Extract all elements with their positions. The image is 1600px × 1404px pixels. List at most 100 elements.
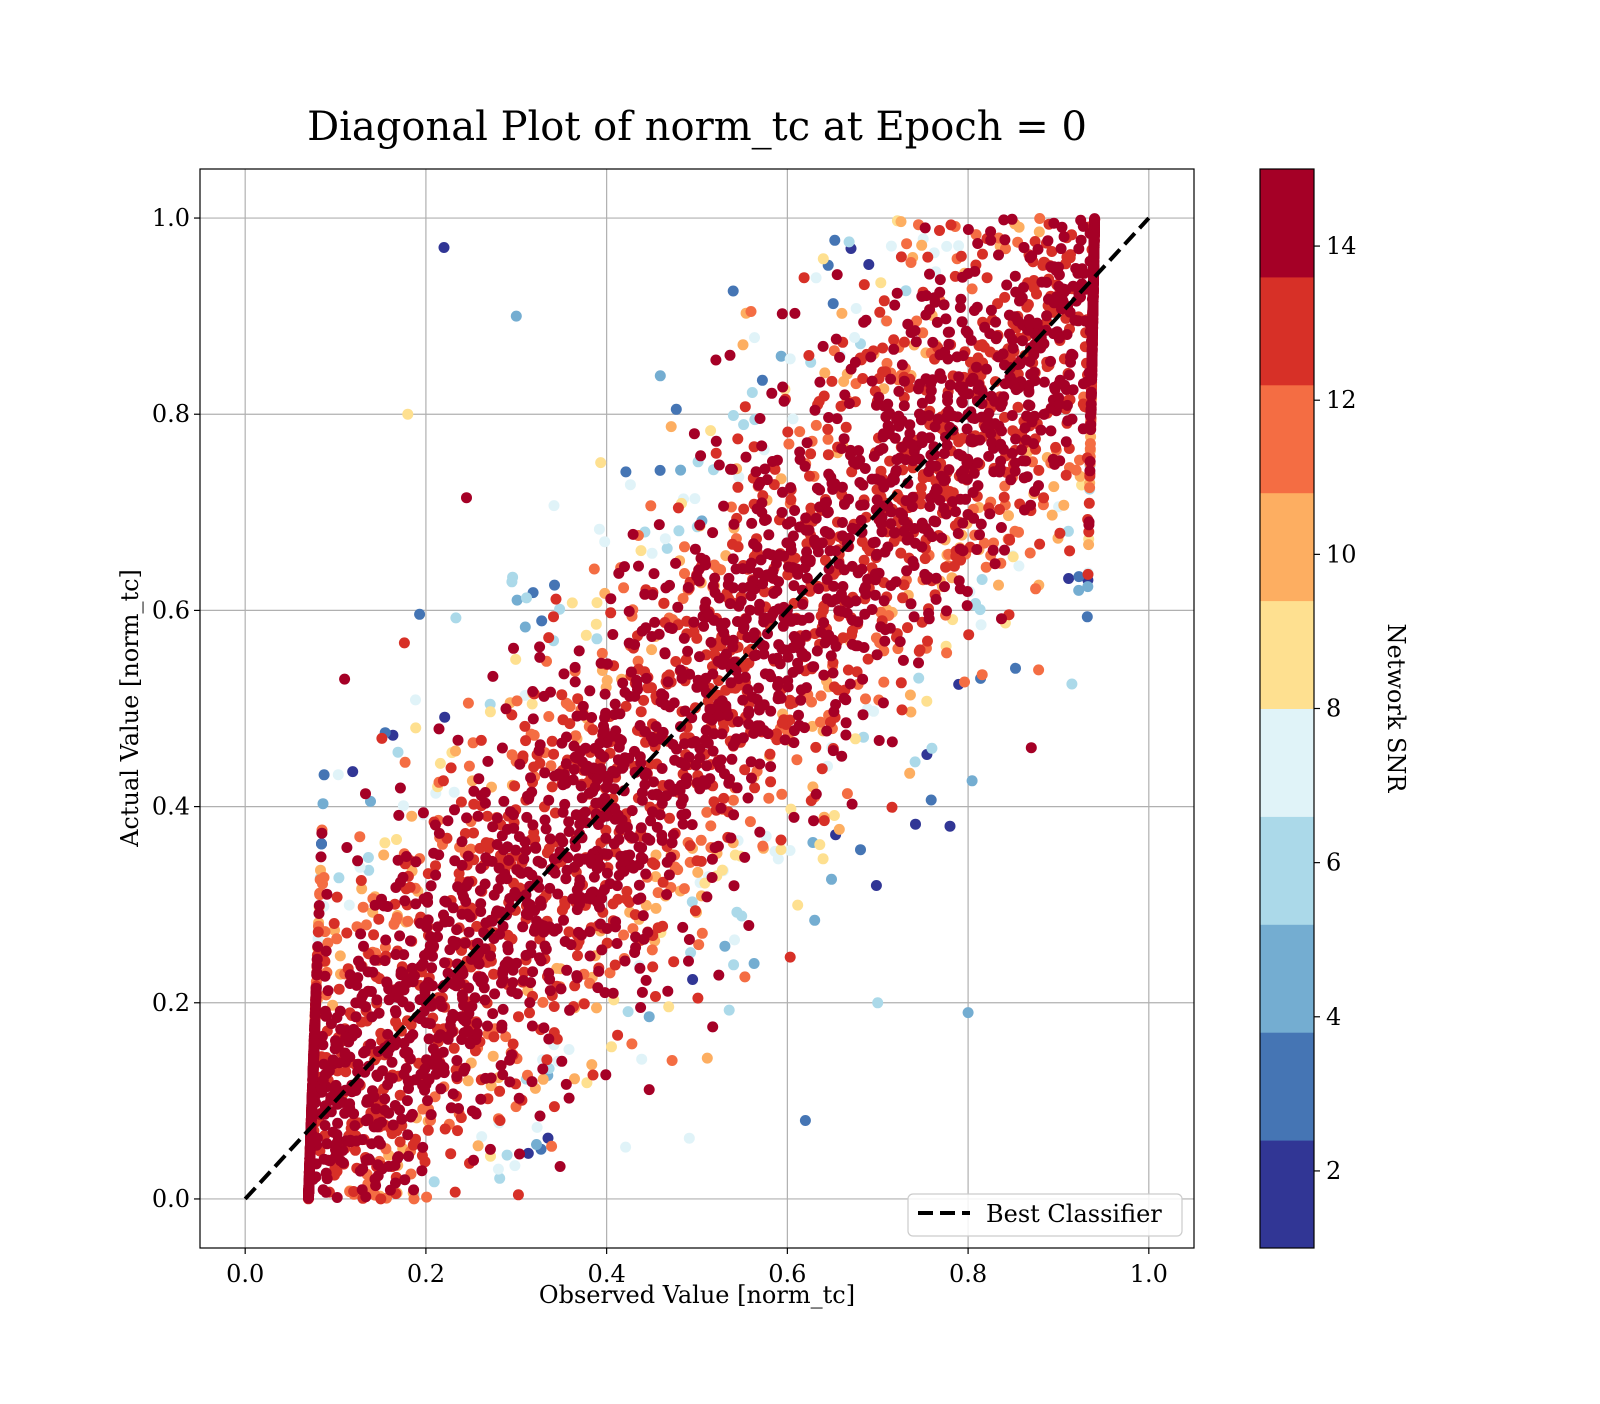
scatter-point	[1049, 381, 1061, 393]
legend: Best Classifier	[907, 1193, 1183, 1237]
scatter-point	[746, 772, 757, 784]
scatter-point	[306, 1093, 318, 1105]
scatter-point	[488, 968, 500, 980]
scatter-point	[398, 1037, 410, 1049]
scatter-point	[399, 895, 411, 907]
scatter-point	[475, 862, 487, 874]
scatter-point	[672, 864, 684, 876]
scatter-point	[1081, 611, 1093, 623]
scatter-point	[661, 889, 673, 900]
scatter-point	[354, 1165, 366, 1177]
scatter-point	[752, 567, 764, 579]
scatter-point	[303, 1173, 315, 1185]
scatter-point	[710, 435, 722, 447]
scatter-point	[843, 398, 855, 409]
scatter-point	[378, 849, 390, 861]
scatter-point	[631, 679, 643, 691]
scatter-point	[577, 700, 589, 712]
scatter-point	[1049, 294, 1061, 306]
scatter-point	[941, 240, 953, 252]
scatter-point	[514, 1148, 525, 1160]
scatter-point	[825, 650, 837, 662]
scatter-point	[360, 1001, 372, 1013]
scatter-point	[388, 918, 400, 930]
scatter-point	[884, 407, 896, 419]
scatter-point	[405, 935, 416, 947]
scatter-point	[680, 654, 692, 666]
scatter-point	[998, 491, 1010, 503]
scatter-point	[472, 972, 484, 984]
scatter-point	[355, 960, 367, 972]
scatter-point	[1048, 217, 1060, 229]
scatter-point	[534, 739, 546, 751]
scatter-point	[634, 962, 646, 974]
scatter-point	[544, 882, 556, 894]
scatter-point	[765, 776, 777, 788]
scatter-point	[571, 972, 583, 984]
scatter-point	[688, 428, 700, 440]
scatter-point	[923, 410, 935, 421]
scatter-point	[1053, 261, 1064, 273]
scatter-point	[1088, 263, 1100, 275]
scatter-point	[448, 786, 460, 798]
scatter-point	[907, 555, 919, 567]
scatter-point	[612, 1029, 624, 1041]
scatter-point	[700, 596, 712, 608]
scatter-point	[818, 815, 830, 827]
scatter-point	[487, 821, 499, 833]
scatter-point	[490, 907, 502, 919]
scatter-point	[519, 836, 531, 848]
scatter-point	[731, 782, 743, 794]
scatter-point	[499, 868, 511, 880]
scatter-point	[404, 881, 416, 893]
scatter-point	[351, 979, 363, 991]
scatter-point	[557, 714, 569, 726]
scatter-point	[846, 798, 858, 810]
scatter-point	[666, 1055, 678, 1066]
scatter-point	[636, 794, 648, 806]
scatter-point	[765, 761, 777, 773]
scatter-point	[510, 844, 522, 856]
scatter-point	[770, 557, 782, 569]
colorbar-tick-label: 2	[1326, 1157, 1341, 1185]
scatter-point	[543, 711, 555, 722]
scatter-point	[708, 728, 720, 740]
scatter-point	[1065, 249, 1076, 261]
colorbar-tick-label: 6	[1326, 849, 1341, 877]
scatter-point	[527, 713, 539, 725]
scatter-point	[680, 808, 692, 820]
scatter-point	[505, 806, 516, 818]
scatter-point	[548, 500, 560, 512]
scatter-point	[496, 1019, 508, 1031]
scatter-point	[939, 581, 950, 593]
scatter-point	[488, 1031, 500, 1043]
scatter-point	[645, 500, 657, 512]
colorbar-band	[1260, 169, 1314, 278]
scatter-point	[708, 796, 720, 808]
scatter-point	[962, 327, 974, 339]
scatter-point	[858, 554, 870, 566]
scatter-point	[783, 438, 795, 450]
scatter-point	[713, 969, 725, 981]
scatter-point	[450, 745, 461, 757]
scatter-point	[1024, 318, 1036, 330]
colorbar-band	[1260, 492, 1314, 602]
scatter-point	[912, 383, 924, 395]
scatter-point	[1020, 434, 1032, 446]
scatter-point	[560, 1078, 572, 1090]
scatter-point	[996, 425, 1007, 437]
scatter-point	[572, 693, 584, 705]
scatter-point	[810, 419, 822, 431]
scatter-point	[375, 1138, 386, 1150]
scatter-point	[564, 1004, 576, 1016]
scatter-point	[668, 697, 680, 709]
scatter-point	[451, 924, 463, 936]
scatter-point	[330, 1079, 342, 1091]
scatter-point	[1065, 356, 1076, 368]
scatter-point	[468, 785, 480, 797]
scatter-point	[993, 249, 1004, 261]
scatter-point	[456, 836, 468, 848]
scatter-point	[635, 822, 647, 834]
scatter-point	[487, 1008, 499, 1020]
scatter-point	[789, 307, 801, 319]
